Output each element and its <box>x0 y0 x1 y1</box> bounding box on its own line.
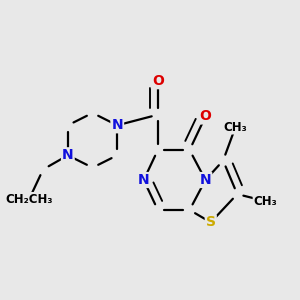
Text: N: N <box>111 118 123 132</box>
Text: N: N <box>200 173 211 187</box>
Text: N: N <box>62 148 74 162</box>
Text: O: O <box>200 110 211 124</box>
Text: O: O <box>152 74 164 88</box>
Text: S: S <box>206 215 216 229</box>
Text: CH₃: CH₃ <box>254 195 277 208</box>
Text: CH₃: CH₃ <box>224 121 247 134</box>
Text: N: N <box>138 173 149 187</box>
Text: CH₂CH₃: CH₂CH₃ <box>5 193 53 206</box>
